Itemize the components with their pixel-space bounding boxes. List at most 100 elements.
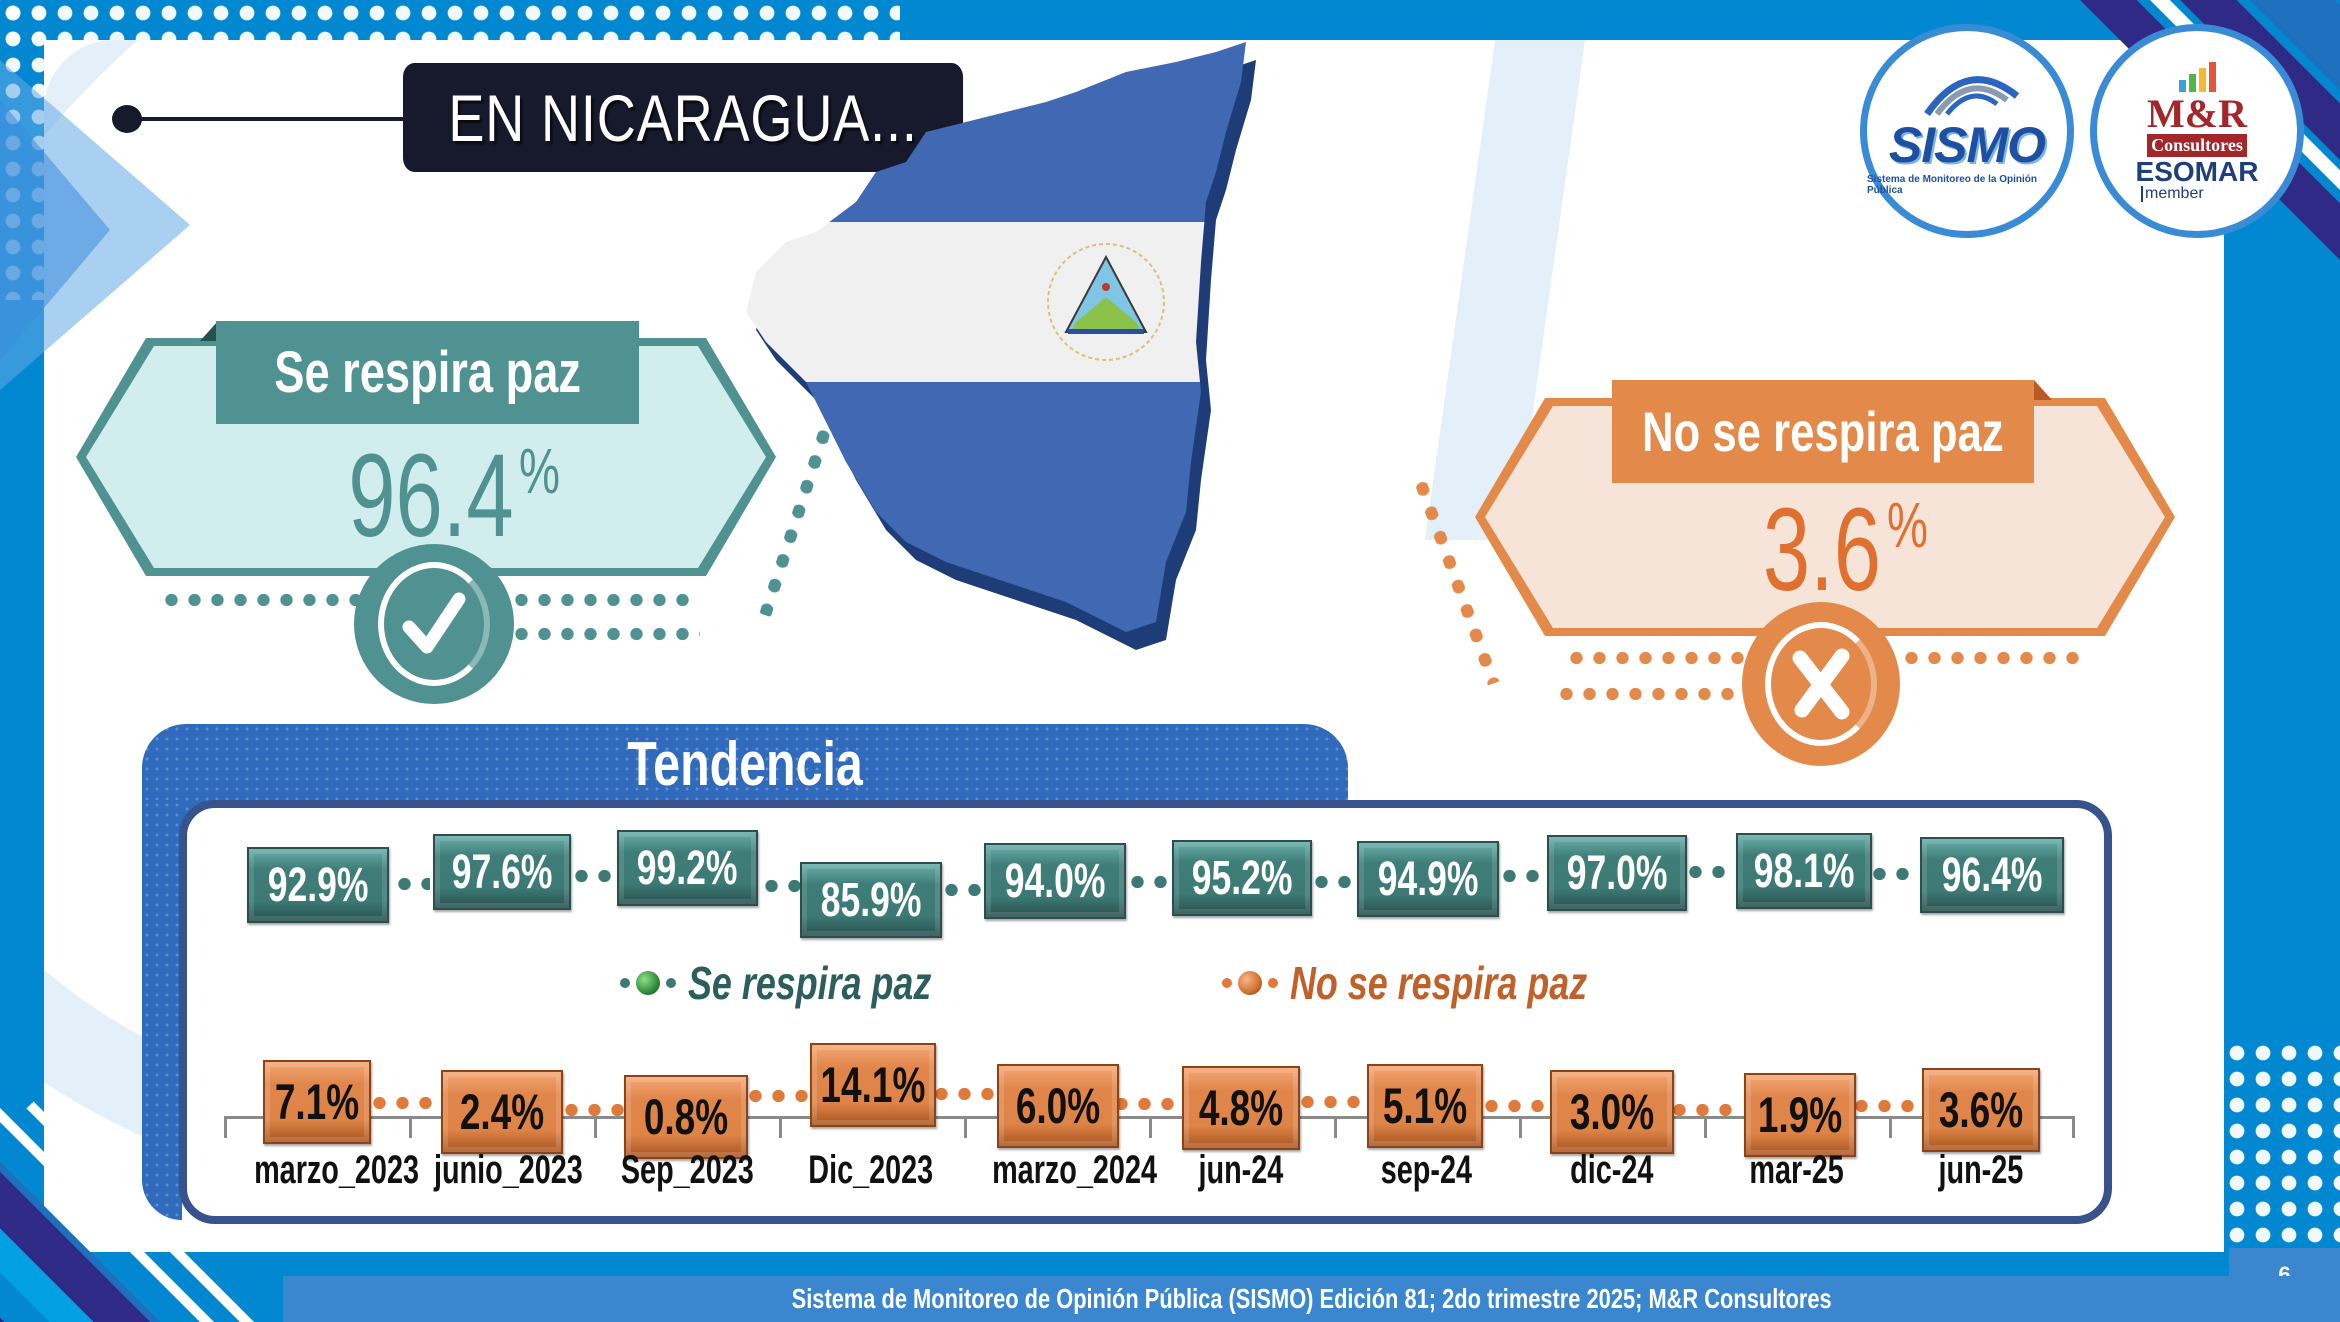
series-connector (1480, 1100, 1550, 1112)
trend-title-text: Tendencia (627, 729, 863, 799)
legend-dot-icon (1222, 978, 1232, 988)
no-peace-unit: % (1886, 489, 1928, 561)
no-peace-percentage: 3.6 % (1630, 482, 2030, 616)
no-peace-data-label: 6.0% (997, 1064, 1119, 1148)
peace-data-label: 85.9% (800, 862, 942, 938)
series-connector (1498, 870, 1548, 882)
peace-data-label: 94.0% (984, 843, 1126, 919)
x-axis-label: marzo_2023 (254, 1148, 419, 1192)
x-axis-label: dic-24 (1570, 1148, 1654, 1192)
x-axis-label: sep-24 (1380, 1148, 1472, 1192)
peace-data-label: 96.4% (1920, 837, 2064, 913)
peace-percentage: 96.4 % (230, 428, 630, 562)
peace-label-text: Se respira paz (274, 340, 581, 405)
x-icon (1792, 648, 1850, 720)
bar-chart-icon (2178, 60, 2216, 92)
no-peace-value: 3.6 (1762, 484, 1881, 616)
peace-value: 96.4 (348, 430, 514, 562)
no-peace-data-label: 5.1% (1367, 1064, 1483, 1148)
x-axis-tick (1334, 1116, 1337, 1138)
x-axis-tick (409, 1116, 412, 1138)
page-title-text: EN NICARAGUA... (448, 80, 918, 155)
page-title: EN NICARAGUA... (403, 63, 964, 172)
x-axis-tick (1704, 1116, 1707, 1138)
x-axis-label: jun-24 (1198, 1148, 1284, 1192)
legend-label: No se respira paz (1290, 957, 1588, 1009)
title-connector-line (140, 117, 410, 121)
legend-label: Se respira paz (688, 957, 932, 1009)
x-axis-tick (2072, 1116, 2075, 1138)
sismo-wordmark: SISMO (1888, 117, 2046, 173)
decorative-dots (2224, 1040, 2340, 1270)
nicaragua-flag-map-icon (746, 42, 1256, 650)
peace-unit: % (519, 435, 561, 507)
check-icon (402, 592, 466, 654)
legend-dot-icon (620, 978, 630, 988)
x-axis-label: Dic_2023 (808, 1148, 934, 1192)
series-connector (1296, 1096, 1366, 1108)
dotted-connector (160, 594, 360, 606)
member-label: member (2141, 186, 2204, 203)
dotted-connector (1555, 688, 1745, 700)
peace-data-label: 99.2% (617, 830, 758, 906)
x-axis-tick (779, 1116, 782, 1138)
x-axis-tick (224, 1116, 227, 1138)
no-peace-data-label: 3.0% (1550, 1070, 1674, 1154)
x-axis-label: Sep_2023 (620, 1148, 754, 1192)
coat-of-arms-icon (1047, 243, 1165, 361)
x-axis-tick (1149, 1116, 1152, 1138)
peace-data-label: 92.9% (247, 847, 389, 923)
series-connector (1126, 876, 1176, 888)
x-axis-tick (1519, 1116, 1522, 1138)
x-axis-tick (1889, 1116, 1892, 1138)
no-peace-label: No se respira paz (1612, 380, 2034, 483)
no-peace-data-label: 4.8% (1182, 1066, 1300, 1150)
legend-marker-icon (636, 971, 660, 995)
series-connector (760, 880, 810, 892)
legend-marker-icon (1238, 971, 1262, 995)
trend-tab-side (142, 800, 182, 1220)
mr-wordmark: M&R (2147, 90, 2247, 136)
dotted-connector (510, 594, 690, 606)
peace-data-label: 97.0% (1547, 835, 1687, 911)
decorative-dots (0, 0, 900, 40)
legend-item-peace: Se respira paz (620, 956, 1000, 1010)
x-axis-label: junio_2023 (433, 1148, 583, 1192)
no-peace-data-label: 7.1% (263, 1060, 371, 1144)
legend-dot-icon (1268, 978, 1278, 988)
peace-data-label: 94.9% (1357, 841, 1499, 917)
series-connector (1668, 1104, 1740, 1116)
mr-consultores-label: Consultores (2147, 133, 2247, 157)
series-connector (368, 1097, 440, 1109)
series-connector (1684, 866, 1734, 878)
x-axis-tick (594, 1116, 597, 1138)
series-connector (1850, 1100, 1922, 1112)
dotted-connector (510, 628, 700, 640)
peace-data-label: 97.6% (433, 834, 571, 910)
series-connector (940, 884, 990, 896)
legend-item-no-peace: No se respira paz (1222, 956, 1671, 1010)
series-connector (1110, 1098, 1180, 1110)
series-connector (560, 1104, 630, 1116)
no-peace-data-label: 2.4% (441, 1070, 563, 1154)
x-axis-label: mar-25 (1749, 1148, 1845, 1192)
esomar-label: ESOMAR (2135, 155, 2259, 187)
trend-title: Tendencia (142, 724, 1348, 804)
peace-data-label: 95.2% (1172, 840, 1312, 916)
series-connector (744, 1090, 810, 1102)
peace-label: Se respira paz (216, 321, 639, 424)
signal-waves-icon (1924, 76, 2020, 116)
sismo-subtitle: Sistema de Monitoreo de la Opinión Públi… (1867, 174, 2038, 196)
no-peace-data-label: 1.9% (1744, 1073, 1856, 1157)
dotted-connector (1565, 652, 1745, 664)
x-axis-label: jun-25 (1938, 1148, 2024, 1192)
legend-dot-icon (666, 978, 676, 988)
footer-source-text: Sistema de Monitoreo de Opinión Pública … (791, 1283, 1832, 1314)
title-bullet-dot (112, 105, 142, 133)
peace-data-label: 98.1% (1736, 833, 1872, 909)
series-connector (570, 870, 620, 882)
x-circle (1742, 602, 1900, 766)
no-peace-data-label: 3.6% (1922, 1068, 2040, 1152)
x-axis-label: marzo_2024 (992, 1148, 1157, 1192)
series-connector (1868, 868, 1918, 880)
